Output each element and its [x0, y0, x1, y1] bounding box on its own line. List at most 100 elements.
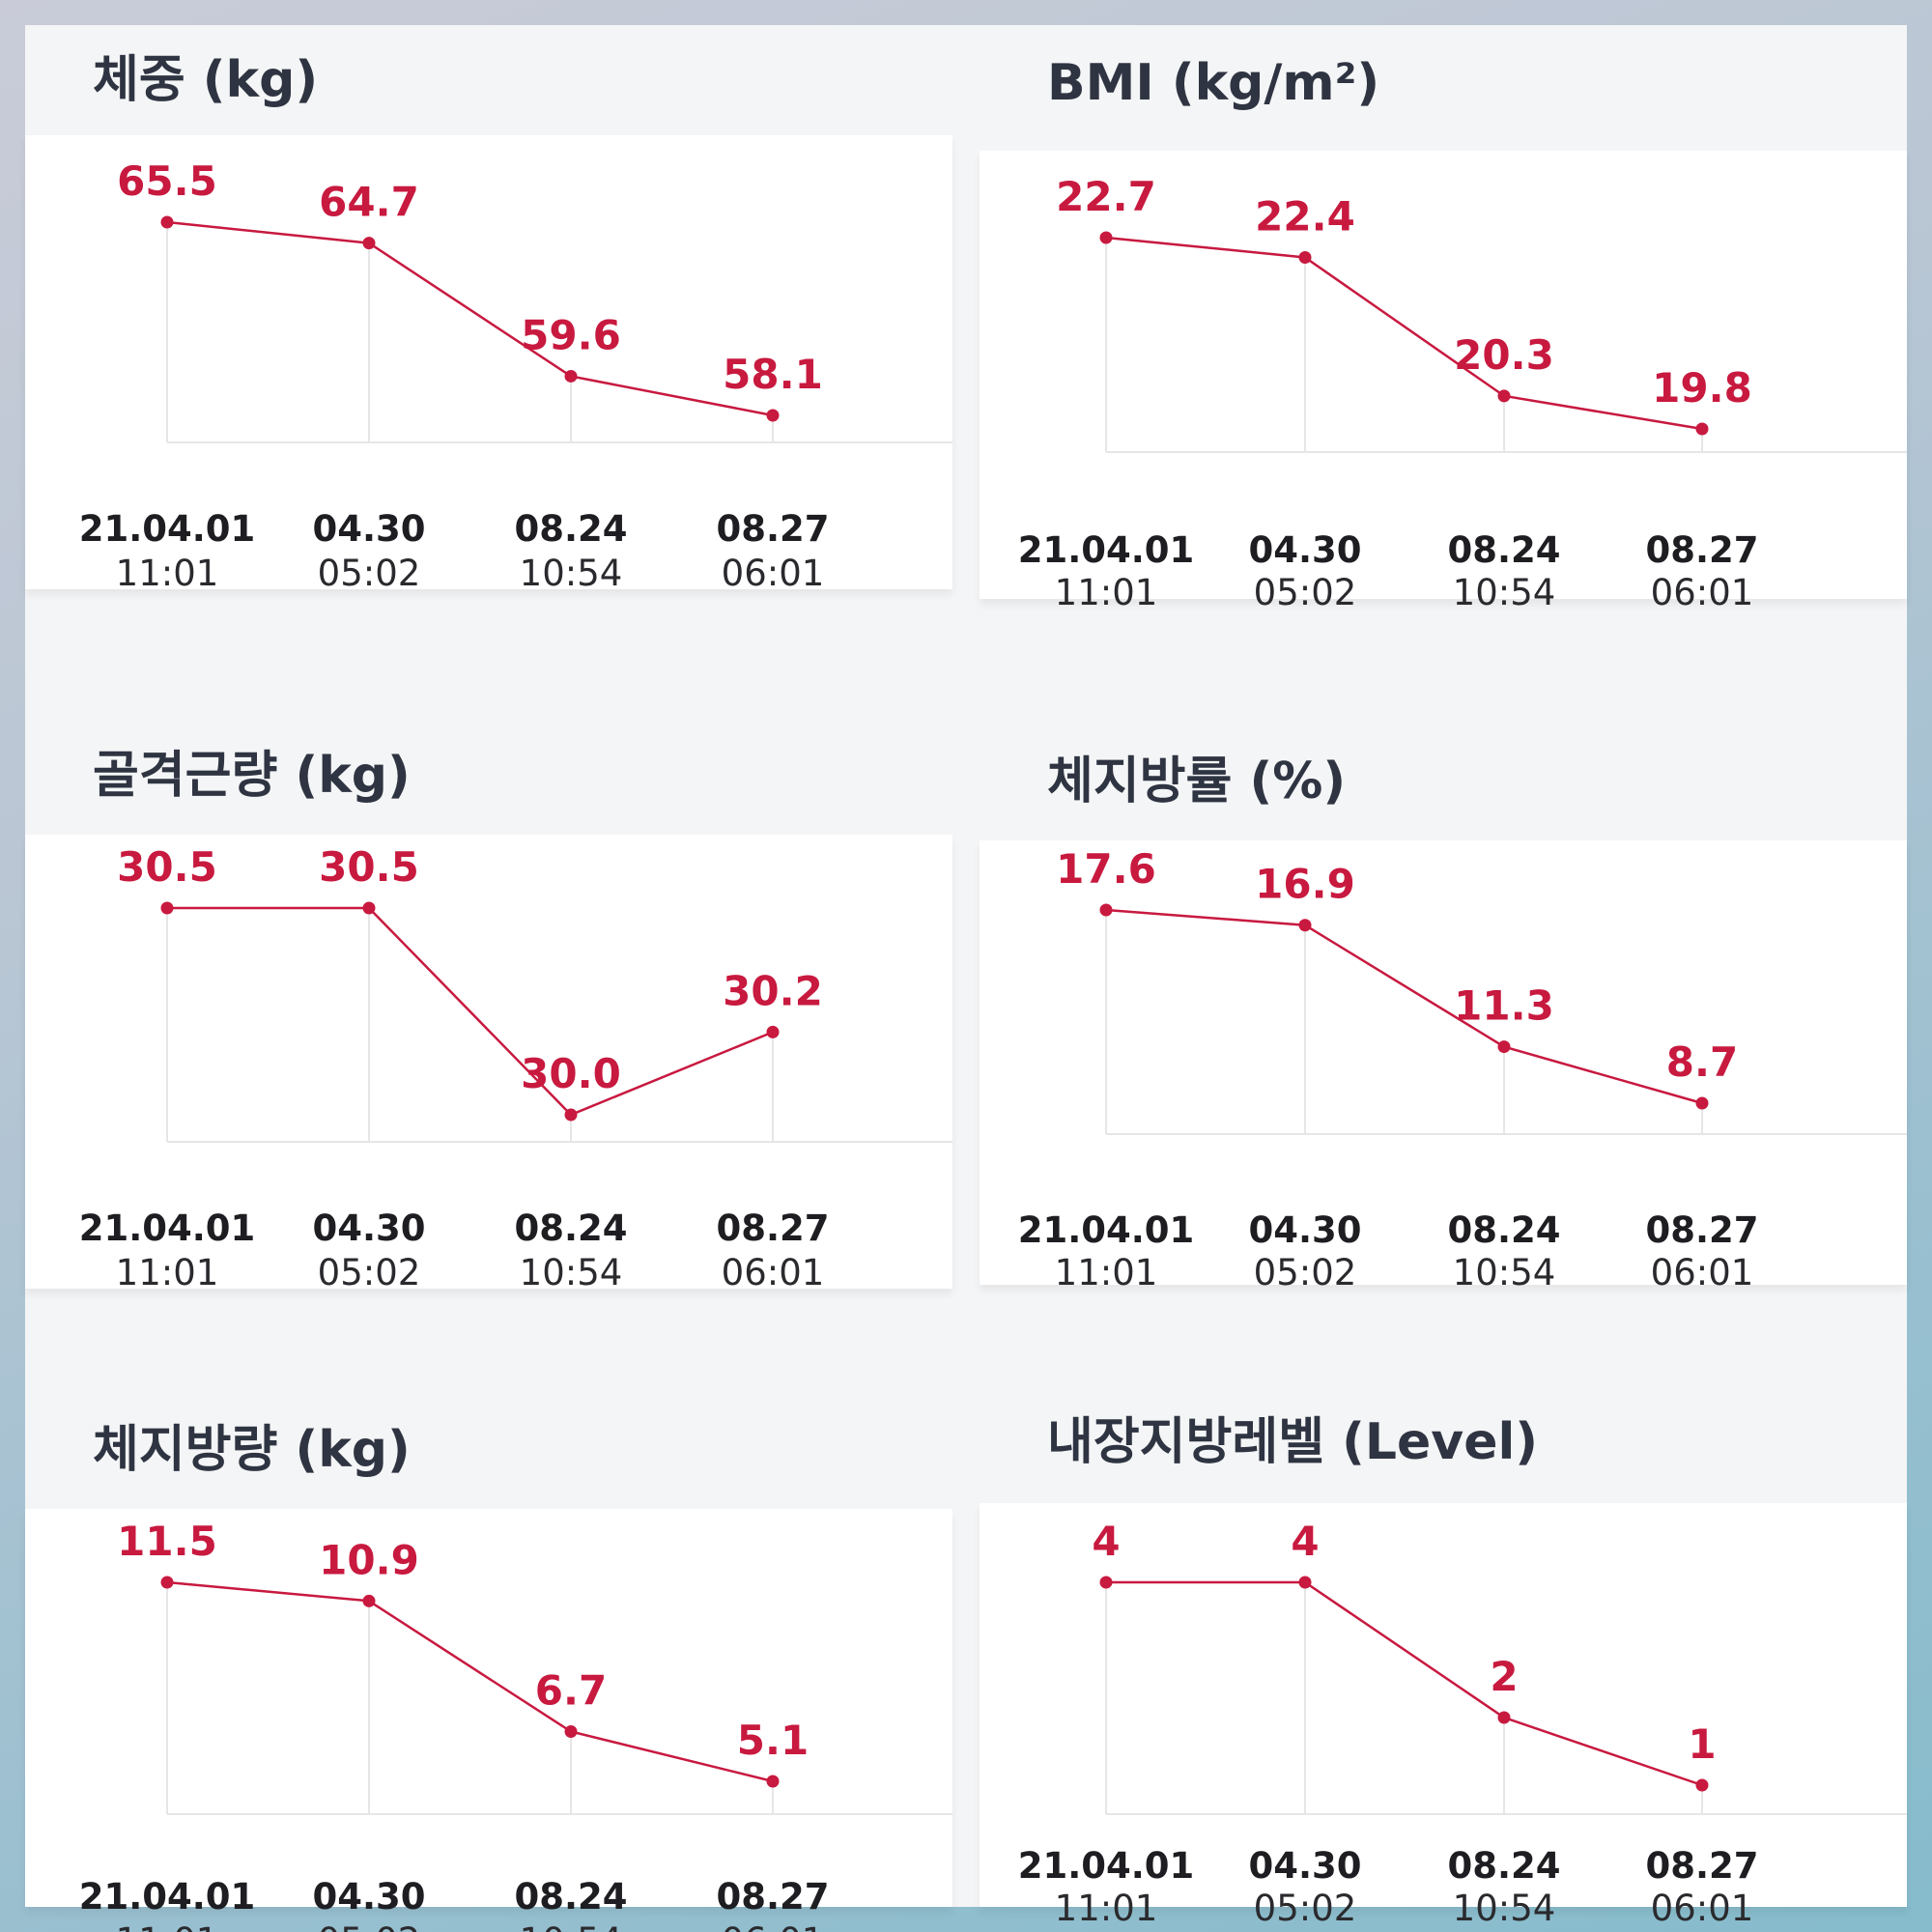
data-point [1695, 1096, 1709, 1110]
data-label: 6.7 [535, 1667, 607, 1715]
data-label: 4 [1291, 1518, 1319, 1565]
data-point [1497, 1711, 1511, 1724]
series-line [166, 1580, 774, 1783]
x-tick-time: 11:01 [1055, 572, 1158, 613]
data-label: 4 [1092, 1518, 1120, 1565]
x-tick-date: 04.30 [1248, 529, 1361, 571]
chart-body: 22.7 21.04.01 11:01 22.4 04.30 05:02 20.3 08.24… [980, 151, 1907, 613]
panel-header: BMI (kg/m²) [980, 25, 1907, 151]
chart-grid: 체중 (kg) 65.5 21.04.01 11:01 64.7 04.30 05:02 5… [25, 25, 1907, 1932]
x-tick-date: 21.04.01 [79, 1208, 256, 1249]
panel-header: 내장지방레벨 (Level) [980, 1341, 1907, 1503]
data-point [1695, 422, 1709, 436]
series-line [1106, 1580, 1703, 1787]
x-tick-time: 11:01 [1055, 1888, 1158, 1929]
x-tick-date: 08.27 [716, 1208, 829, 1249]
x-tick-date: 08.24 [514, 1876, 627, 1918]
data-label: 8.7 [1666, 1038, 1738, 1086]
x-tick-date: 21.04.01 [1018, 1209, 1195, 1251]
data-point [766, 409, 780, 422]
chart-body: 65.5 21.04.01 11:01 64.7 04.30 05:02 59.6 08.24… [25, 135, 952, 594]
chart-title: 골격근량 (kg) [93, 747, 411, 805]
data-label: 1 [1688, 1720, 1716, 1768]
chart-panel-bmi: BMI (kg/m²) 22.7 21.04.01 11:01 22.4 04.30 05… [980, 25, 1907, 614]
x-tick-date: 08.27 [1645, 529, 1758, 571]
x-tick-time: 05:02 [318, 553, 421, 594]
data-point [766, 1025, 780, 1038]
series-line [167, 906, 774, 1117]
x-tick-time: 11:01 [1055, 1252, 1158, 1293]
data-point [1298, 919, 1312, 932]
chart-title: 내장지방레벨 (Level) [1047, 1413, 1539, 1471]
chart-panel-weight: 체중 (kg) 65.5 21.04.01 11:01 64.7 04.30 05:02 5… [25, 25, 952, 614]
data-label: 30.2 [723, 967, 823, 1014]
x-tick-date: 21.04.01 [1018, 1845, 1195, 1887]
x-tick-time: 10:54 [1453, 572, 1556, 613]
data-point [564, 369, 578, 383]
x-tick-date: 08.27 [716, 508, 829, 550]
x-tick-date: 08.24 [1447, 1209, 1560, 1251]
x-tick-date: 08.24 [1447, 1845, 1560, 1887]
chart-body: 17.6 21.04.01 11:01 16.9 04.30 05:02 11.3 08.24… [980, 840, 1907, 1293]
x-tick-date: 08.27 [1645, 1845, 1758, 1887]
x-tick-date: 04.30 [312, 508, 425, 550]
x-tick-date: 08.27 [1645, 1209, 1758, 1251]
data-point [160, 215, 174, 229]
data-point [1695, 1778, 1709, 1792]
data-label: 59.6 [521, 311, 621, 358]
x-tick-time: 10:54 [1453, 1888, 1556, 1929]
data-point [1497, 1040, 1511, 1054]
x-tick-date: 04.30 [1248, 1845, 1361, 1887]
x-tick-time: 10:54 [520, 1920, 623, 1932]
panel-header: 체지방률 (%) [980, 667, 1907, 840]
x-tick-time: 06:01 [722, 553, 825, 594]
data-point [1497, 389, 1511, 403]
data-point [1099, 903, 1113, 917]
x-tick-time: 05:02 [318, 1920, 421, 1932]
data-label: 22.7 [1056, 173, 1156, 220]
data-point [1099, 231, 1113, 244]
data-label: 2 [1490, 1653, 1518, 1700]
data-point [1298, 250, 1312, 264]
x-tick-time: 05:02 [318, 1252, 421, 1293]
x-tick-date: 08.27 [716, 1876, 829, 1918]
x-tick-date: 21.04.01 [1018, 529, 1195, 571]
data-label: 19.8 [1652, 364, 1752, 412]
x-tick-time: 10:54 [1453, 1252, 1556, 1293]
chart-title: 체지방량 (kg) [93, 1421, 411, 1479]
panel-header: 골격근량 (kg) [25, 667, 952, 835]
chart-panel-skeletal-muscle: 골격근량 (kg) 30.5 21.04.01 11:01 30.5 04.30 05:0… [25, 667, 952, 1293]
data-point [1298, 1576, 1312, 1589]
x-tick-time: 10:54 [520, 1252, 623, 1293]
series-line [166, 220, 774, 417]
x-tick-date: 21.04.01 [79, 1876, 256, 1918]
x-tick-time: 11:01 [116, 1252, 219, 1293]
panel-header: 체중 (kg) [25, 25, 952, 135]
chart-panel-body-fat-percent: 체지방률 (%) 17.6 21.04.01 11:01 16.9 04.30 05:02… [980, 667, 1907, 1293]
x-tick-date: 08.24 [514, 508, 627, 550]
data-label: 22.4 [1255, 192, 1355, 240]
data-label: 20.3 [1454, 331, 1554, 379]
x-tick-time: 11:01 [116, 1920, 219, 1932]
chart-title: 체지방률 (%) [1047, 753, 1347, 810]
x-tick-time: 06:01 [1651, 572, 1754, 613]
data-point [362, 237, 376, 250]
x-tick-date: 04.30 [312, 1876, 425, 1918]
x-tick-date: 08.24 [1447, 529, 1560, 571]
data-point [362, 1594, 376, 1607]
chart-panel-body-fat-mass: 체지방량 (kg) 11.5 21.04.01 11:01 10.9 04.30 05:0… [25, 1341, 952, 1932]
x-tick-time: 05:02 [1254, 1888, 1357, 1929]
data-label: 30.5 [117, 843, 217, 891]
x-tick-time: 06:01 [722, 1252, 825, 1293]
data-label: 30.0 [521, 1050, 621, 1097]
series-line [1105, 908, 1703, 1105]
data-point [564, 1725, 578, 1738]
x-tick-time: 05:02 [1254, 1252, 1357, 1293]
chart-title: BMI (kg/m²) [1047, 54, 1380, 112]
chart-body: 11.5 21.04.01 11:01 10.9 04.30 05:02 6.7 08.24 1… [25, 1509, 952, 1932]
chart-panel-visceral-fat: 내장지방레벨 (Level) 4 21.04.01 11:01 4 04.30 05:02… [980, 1341, 1907, 1929]
